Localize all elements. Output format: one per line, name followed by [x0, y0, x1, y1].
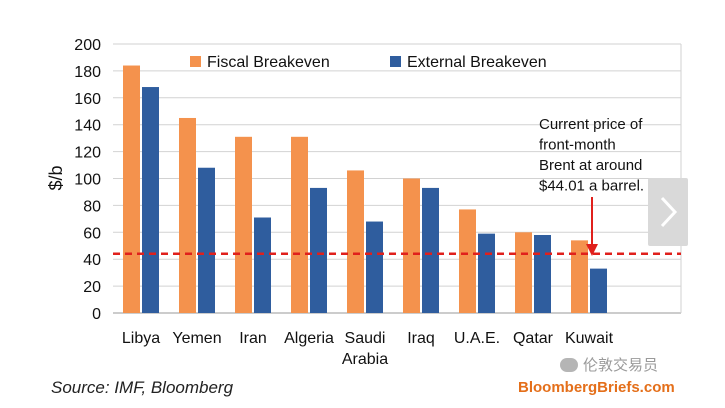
next-slide-button[interactable]: [648, 178, 688, 246]
x-tick-line: U.A.E.: [454, 330, 500, 347]
legend: Fiscal Breakeven External Breakeven: [190, 54, 547, 71]
external-bar-kuwait: [590, 268, 607, 313]
legend-label: Fiscal Breakeven: [207, 54, 330, 71]
x-tick-label: Qatar: [513, 330, 554, 347]
y-tick-label: 60: [83, 225, 101, 242]
fiscal-bar-libya: [123, 65, 140, 314]
x-tick-label: Saudi Arabia: [342, 330, 388, 368]
x-tick-line: Yemen: [172, 330, 221, 347]
y-tick-label: 120: [74, 145, 101, 162]
y-tick-label: 160: [74, 91, 101, 108]
x-tick-line: Libya: [122, 330, 160, 347]
annotation-line: Brent at around: [539, 157, 642, 174]
y-tick-label: 140: [74, 118, 101, 135]
fiscal-bar-algeria: [291, 136, 308, 313]
x-tick-line: Iran: [239, 330, 267, 347]
legend-swatch: [190, 56, 201, 67]
x-tick-label: Yemen: [172, 330, 221, 347]
external-bar-yemen: [198, 167, 215, 313]
x-tick-label: Iran: [239, 330, 267, 347]
wechat-icon: [560, 358, 578, 372]
annotation-line: $44.01 a barrel.: [539, 178, 644, 195]
y-tick-label: 200: [74, 37, 101, 54]
fiscal-bar-yemen: [179, 117, 196, 313]
annotation-arrowhead: [586, 244, 598, 256]
fiscal-bar-saudi: [347, 170, 364, 313]
fiscal-bar-kuwait: [571, 240, 588, 313]
external-bar-uae: [478, 233, 495, 313]
site-url: BloombergBriefs.com: [518, 379, 675, 396]
bar-series: [123, 65, 607, 314]
y-tick-label: 80: [83, 198, 101, 215]
annotation-line: Current price of: [539, 116, 643, 133]
annotation-text: Current price of front-month Brent at arou…: [539, 116, 644, 195]
chevron-right-icon: [660, 196, 678, 228]
x-tick-line: Saudi: [345, 330, 386, 347]
x-tick-line: Qatar: [513, 330, 554, 347]
x-tick-line: Kuwait: [565, 330, 614, 347]
y-tick-label: 100: [74, 172, 101, 189]
fiscal-bar-iran: [235, 136, 252, 313]
x-tick-labels: Libya Yemen Iran Algeria Saudi Arabia Iraq U.A.…: [122, 330, 614, 368]
x-tick-label: Algeria: [284, 330, 334, 347]
x-tick-label: Kuwait: [565, 330, 614, 347]
fiscal-bar-iraq: [403, 178, 420, 313]
y-tick-label: 20: [83, 279, 101, 296]
external-bar-iraq: [422, 187, 439, 313]
fiscal-bar-qatar: [515, 232, 532, 313]
y-axis-label: $/b: [46, 165, 66, 190]
y-tick-label: 40: [83, 252, 101, 269]
legend-label: External Breakeven: [407, 54, 547, 71]
x-tick-label: Libya: [122, 330, 160, 347]
watermark-text: 伦敦交易员: [583, 357, 659, 374]
y-tick-label: 0: [92, 306, 101, 323]
external-bar-libya: [142, 87, 159, 313]
x-tick-line: Arabia: [342, 351, 388, 368]
y-tick-labels: 0 20 40 60 80 100 120 140 160 180 200: [74, 37, 101, 323]
external-bar-algeria: [310, 187, 327, 313]
fiscal-bar-uae: [459, 209, 476, 313]
wechat-watermark: 伦敦交易员: [560, 354, 658, 375]
x-tick-line: Algeria: [284, 330, 334, 347]
x-tick-line: Iraq: [407, 330, 435, 347]
x-tick-label: Iraq: [407, 330, 435, 347]
external-bar-saudi: [366, 221, 383, 313]
legend-swatch: [390, 56, 401, 67]
source-note: Source: IMF, Bloomberg: [51, 378, 234, 397]
external-bar-iran: [254, 217, 271, 313]
annotation-line: front-month: [539, 137, 616, 154]
external-bar-qatar: [534, 234, 551, 313]
x-tick-label: U.A.E.: [454, 330, 500, 347]
price-annotation: Current price of front-month Brent at arou…: [539, 116, 644, 256]
y-tick-label: 180: [74, 64, 101, 81]
